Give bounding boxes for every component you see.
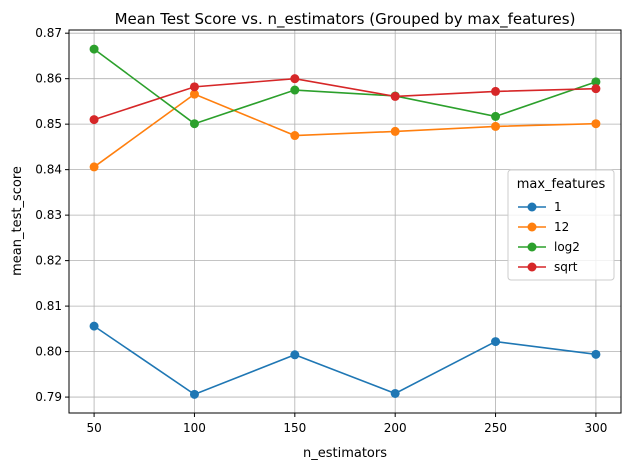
x-tick-label: 300 xyxy=(584,421,607,435)
series-line xyxy=(93,77,596,121)
y-tick-label: 0.85 xyxy=(35,117,62,131)
x-tick-label: 50 xyxy=(86,421,101,435)
series-12 xyxy=(89,89,601,172)
data-point xyxy=(89,115,99,125)
data-point xyxy=(290,85,300,95)
y-tick-label: 0.80 xyxy=(35,345,62,359)
legend-label: log2 xyxy=(554,240,580,254)
series-layer xyxy=(89,44,601,399)
legend-item: 12 xyxy=(518,220,569,234)
legend-marker xyxy=(527,222,537,232)
data-point xyxy=(89,162,99,172)
data-point xyxy=(189,82,199,92)
legend-item: 1 xyxy=(518,200,562,214)
legend-label: sqrt xyxy=(554,260,578,274)
y-tick-label: 0.79 xyxy=(35,390,62,404)
series-sqrt xyxy=(89,74,601,125)
legend-marker xyxy=(527,262,537,272)
y-axis: 0.79 0.80 0.81 0.82 0.83 0.84 0.85 0.86 0.87 xyxy=(35,26,69,404)
legend-item: sqrt xyxy=(518,260,578,274)
legend-box xyxy=(507,169,615,281)
legend-item: log2 xyxy=(518,240,580,254)
series-log2 xyxy=(89,44,601,129)
series-1 xyxy=(89,321,601,399)
data-point xyxy=(390,126,400,136)
data-point xyxy=(290,131,300,141)
data-point xyxy=(491,111,501,121)
x-axis: 50 100 150 200 250 300 xyxy=(86,413,607,435)
series-line xyxy=(93,325,597,396)
y-tick-label: 0.82 xyxy=(35,254,62,268)
x-tick-label: 250 xyxy=(484,421,507,435)
data-point xyxy=(89,321,99,331)
data-point xyxy=(189,119,199,129)
y-tick-label: 0.84 xyxy=(35,163,62,177)
data-point xyxy=(189,89,199,99)
series-line xyxy=(93,93,596,168)
data-point xyxy=(290,74,300,84)
data-point xyxy=(591,119,601,129)
x-tick-label: 200 xyxy=(384,421,407,435)
x-axis-label: n_estimators xyxy=(303,446,387,461)
plot-frame xyxy=(68,29,622,414)
y-tick-label: 0.87 xyxy=(35,26,62,40)
data-point xyxy=(591,349,601,359)
chart-title: Mean Test Score vs. n_estimators (Groupe… xyxy=(115,10,576,29)
legend: max_features 1 12 log2 sqrt xyxy=(507,169,615,281)
legend-label: 1 xyxy=(554,200,562,214)
y-tick-label: 0.81 xyxy=(35,299,62,313)
legend-title: max_features xyxy=(517,177,606,192)
data-point xyxy=(491,337,501,347)
y-tick-label: 0.83 xyxy=(35,208,62,222)
legend-label: 12 xyxy=(554,220,569,234)
data-point xyxy=(491,86,501,96)
legend-marker xyxy=(527,242,537,252)
legend-marker xyxy=(527,202,537,212)
legend-items: 1 12 log2 sqrt xyxy=(518,200,580,274)
y-tick-label: 0.86 xyxy=(35,72,62,86)
data-point xyxy=(89,44,99,54)
x-tick-label: 150 xyxy=(283,421,306,435)
data-point xyxy=(591,77,601,87)
data-point xyxy=(290,350,300,360)
data-point xyxy=(189,389,199,399)
data-point xyxy=(390,388,400,398)
series-line xyxy=(93,48,597,125)
data-point xyxy=(390,91,400,101)
data-point xyxy=(491,121,501,131)
data-point xyxy=(591,84,601,94)
x-tick-label: 100 xyxy=(183,421,206,435)
y-axis-label: mean_test_score xyxy=(10,166,25,276)
